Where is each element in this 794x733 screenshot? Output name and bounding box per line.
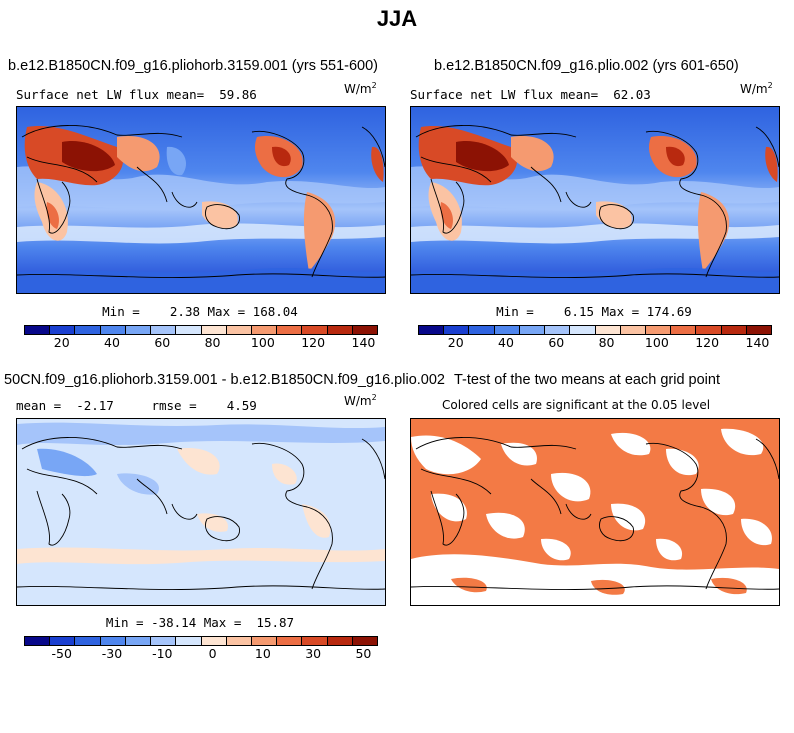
colorbar-swatch	[251, 326, 278, 334]
colorbar-tick-label: 20	[447, 335, 464, 350]
colorbar-swatch	[545, 326, 571, 334]
colorbar-swatch	[251, 637, 278, 645]
panel2-map	[410, 106, 780, 294]
colorbar-tick-label: 80	[598, 335, 615, 350]
colorbar-swatch	[352, 326, 378, 334]
colorbar-tick-label: 100	[644, 335, 669, 350]
colorbar-swatch	[570, 326, 596, 334]
colorbar-swatch	[277, 637, 303, 645]
colorbar-swatch	[696, 326, 722, 334]
panel4-map	[410, 418, 780, 606]
panel3-units: W/m2	[344, 393, 377, 408]
panel1-subtitle: Surface net LW flux mean= 59.86	[16, 87, 257, 102]
colorbar-swatch	[151, 637, 177, 645]
colorbar-swatch	[100, 326, 126, 334]
colorbar-swatch	[620, 326, 646, 334]
colorbar-swatch	[721, 326, 747, 334]
colorbar-tick-label: 40	[498, 335, 514, 350]
panel2-units: W/m2	[740, 81, 773, 96]
colorbar-tick-label: -50	[51, 646, 72, 661]
panel1-title: b.e12.B1850CN.f09_g16.pliohorb.3159.001 …	[8, 58, 379, 74]
colorbar-swatch	[595, 326, 621, 334]
panel2-title: b.e12.B1850CN.f09_g16.plio.002 (yrs 601-…	[434, 58, 739, 74]
colorbar-swatch	[151, 326, 177, 334]
colorbar-tick-label: -10	[152, 646, 173, 661]
panel2-colorbar	[418, 325, 772, 335]
panel4-subtitle: Colored cells are significant at the 0.0…	[442, 398, 711, 412]
panel2-colorbar-ticks: 20 40 60 80 100 120 140	[418, 335, 770, 351]
colorbar-swatch	[444, 326, 470, 334]
colorbar-tick-label: 100	[250, 335, 275, 350]
panel1-units: W/m2	[344, 81, 377, 96]
panel1-colorbar	[24, 325, 378, 335]
colorbar-tick-label: 40	[104, 335, 120, 350]
colorbar-swatch	[327, 326, 353, 334]
colorbar-swatch	[419, 326, 445, 334]
colorbar-swatch	[302, 326, 328, 334]
colorbar-swatch	[469, 326, 495, 334]
colorbar-swatch	[50, 637, 76, 645]
colorbar-swatch	[125, 637, 152, 645]
colorbar-swatch	[519, 326, 546, 334]
colorbar-tick-label: 20	[53, 335, 70, 350]
colorbar-swatch	[201, 637, 227, 645]
colorbar-swatch	[75, 637, 101, 645]
colorbar-swatch	[25, 637, 51, 645]
colorbar-swatch	[494, 326, 520, 334]
colorbar-swatch	[125, 326, 152, 334]
colorbar-swatch	[201, 326, 227, 334]
colorbar-swatch	[50, 326, 76, 334]
colorbar-swatch	[176, 637, 202, 645]
colorbar-swatch	[226, 326, 252, 334]
colorbar-swatch	[327, 637, 353, 645]
colorbar-swatch	[645, 326, 672, 334]
colorbar-tick-label: 60	[548, 335, 565, 350]
colorbar-tick-label: 140	[745, 335, 770, 350]
panel1-map	[16, 106, 386, 294]
colorbar-swatch	[100, 637, 126, 645]
colorbar-swatch	[75, 326, 101, 334]
colorbar-tick-label: 30	[305, 646, 322, 661]
panel2-minmax: Min = 6.15 Max = 174.69	[496, 304, 692, 319]
colorbar-swatch	[302, 637, 328, 645]
colorbar-swatch	[746, 326, 772, 334]
colorbar-tick-label: 80	[204, 335, 221, 350]
panel3-minmax: Min = -38.14 Max = 15.87	[105, 615, 295, 630]
colorbar-tick-label: -30	[101, 646, 123, 661]
panel1-minmax: Min = 2.38 Max = 168.04	[102, 304, 298, 319]
colorbar-swatch	[352, 637, 378, 645]
panel3-colorbar	[24, 636, 378, 646]
colorbar-tick-label: 120	[301, 335, 326, 350]
panel4-title: T-test of the two means at each grid poi…	[454, 372, 720, 388]
colorbar-swatch	[671, 326, 697, 334]
colorbar-tick-label: 140	[351, 335, 376, 350]
colorbar-swatch	[176, 326, 202, 334]
colorbar-tick-label: 0	[208, 646, 217, 661]
panel3-subtitle: mean = -2.17 rmse = 4.59	[16, 398, 257, 413]
panel3-title: 50CN.f09_g16.pliohorb.3159.001 - b.e12.B…	[4, 372, 445, 388]
colorbar-swatch	[25, 326, 51, 334]
colorbar-swatch	[277, 326, 303, 334]
figure-title: JJA	[376, 6, 418, 31]
colorbar-tick-label: 50	[355, 646, 372, 661]
colorbar-swatch	[226, 637, 252, 645]
panel3-map	[16, 418, 386, 606]
colorbar-tick-label: 10	[254, 646, 271, 661]
colorbar-tick-label: 120	[695, 335, 720, 350]
panel1-colorbar-ticks: 20 40 60 80 100 120 140	[24, 335, 376, 351]
panel2-subtitle: Surface net LW flux mean= 62.03	[410, 87, 651, 102]
colorbar-tick-label: 60	[154, 335, 171, 350]
panel3-colorbar-ticks: -50 -30 -10 0 10 30 50	[24, 646, 376, 662]
